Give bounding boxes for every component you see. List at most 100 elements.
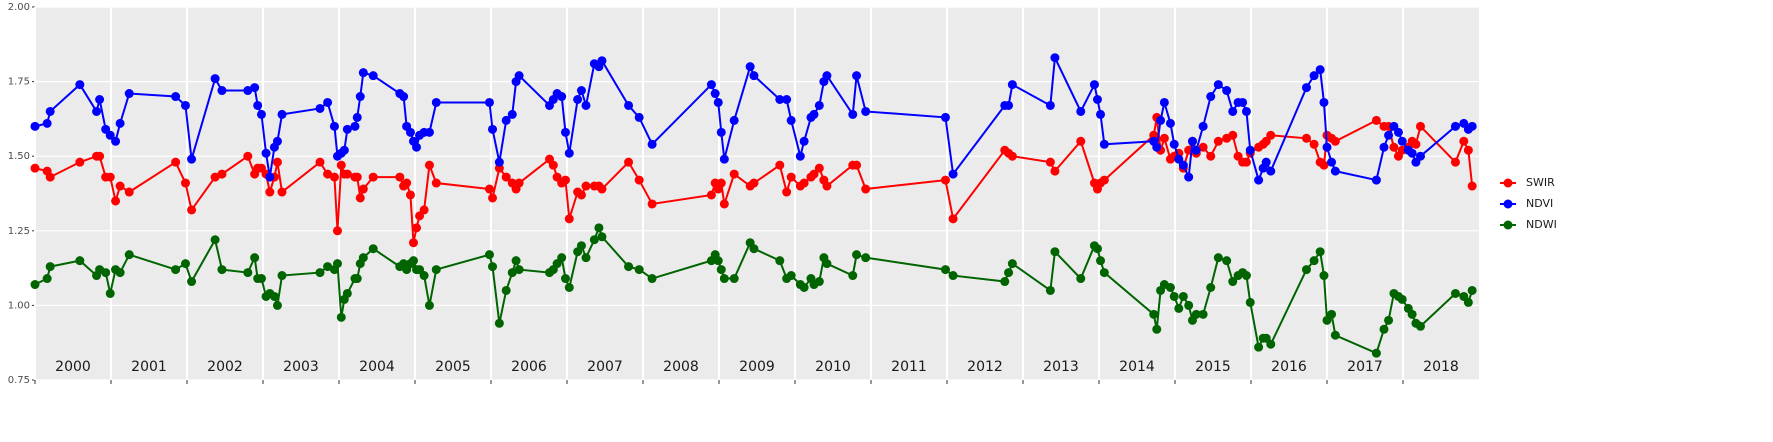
data-point [1415, 151, 1425, 161]
data-point [1330, 330, 1340, 340]
data-point [1389, 142, 1399, 152]
data-point [277, 271, 287, 281]
data-point [1149, 309, 1159, 319]
data-point [419, 271, 429, 281]
data-point [1206, 282, 1216, 292]
data-point [507, 268, 517, 278]
data-point [557, 253, 567, 263]
data-point [1254, 342, 1264, 352]
data-point [412, 142, 422, 152]
data-point [272, 300, 282, 310]
data-point [511, 256, 521, 266]
data-point [342, 288, 352, 298]
data-point [350, 121, 360, 131]
data-point [786, 115, 796, 125]
data-point [1076, 136, 1086, 146]
data-point [716, 265, 726, 275]
data-point [809, 169, 819, 179]
data-point [1261, 157, 1271, 167]
data-point [848, 271, 858, 281]
data-point [115, 118, 125, 128]
data-point [1213, 80, 1223, 90]
data-point [1169, 139, 1179, 149]
data-point [368, 71, 378, 81]
x-tick-label: 2010 [815, 359, 851, 375]
data-point [494, 318, 504, 328]
data-point [1411, 139, 1421, 149]
data-point [624, 157, 634, 167]
data-point [1178, 291, 1188, 301]
data-point [1076, 106, 1086, 116]
data-point [243, 151, 253, 161]
data-point [861, 253, 871, 263]
data-point [1045, 157, 1055, 167]
data-point [852, 250, 862, 260]
data-point [581, 253, 591, 263]
data-point [1315, 247, 1325, 257]
data-point [716, 127, 726, 137]
y-tick-label: 1.00 [8, 300, 30, 311]
data-point [1050, 247, 1060, 257]
data-point [217, 86, 227, 96]
x-tick-label: 2017 [1347, 359, 1383, 375]
data-point [494, 157, 504, 167]
data-point [332, 226, 342, 236]
data-point [1371, 348, 1381, 358]
data-point [1076, 274, 1086, 284]
data-point [484, 250, 494, 260]
x-tick-label: 2011 [891, 359, 927, 375]
data-point [105, 130, 115, 140]
data-point [1099, 175, 1109, 185]
data-point [576, 86, 586, 96]
data-point [1004, 268, 1014, 278]
data-point [269, 291, 279, 301]
panel [35, 7, 1479, 380]
data-point [1004, 100, 1014, 110]
data-point [1309, 71, 1319, 81]
y-tick-label: 1.75 [8, 77, 30, 88]
data-point [171, 92, 181, 102]
data-point [355, 92, 365, 102]
x-tick-label: 2015 [1195, 359, 1231, 375]
data-point [431, 265, 441, 275]
data-point [729, 274, 739, 284]
data-point [1407, 148, 1417, 158]
data-point [1206, 92, 1216, 102]
data-point [243, 86, 253, 96]
data-point [647, 274, 657, 284]
data-point [402, 178, 412, 188]
data-point [1266, 166, 1276, 176]
data-point [581, 181, 591, 191]
data-point [75, 157, 85, 167]
data-point [355, 193, 365, 203]
data-point [171, 265, 181, 275]
data-point [940, 112, 950, 122]
data-point [560, 175, 570, 185]
data-point [1045, 285, 1055, 295]
data-point [589, 235, 599, 245]
data-point [729, 169, 739, 179]
data-point [1198, 142, 1208, 152]
data-point [799, 136, 809, 146]
data-point [1330, 166, 1340, 176]
data-point [749, 178, 759, 188]
data-point [706, 190, 716, 200]
x-tick-label: 2014 [1119, 359, 1155, 375]
data-point [1327, 309, 1337, 319]
data-point [358, 184, 368, 194]
data-point [95, 151, 105, 161]
data-point [342, 124, 352, 134]
x-tick-label: 2009 [739, 359, 775, 375]
data-point [1213, 253, 1223, 263]
data-point [1319, 97, 1329, 107]
data-point [1319, 160, 1329, 170]
data-point [775, 95, 785, 105]
data-point [412, 223, 422, 233]
data-point [1178, 160, 1188, 170]
data-point [30, 121, 40, 131]
data-point [488, 124, 498, 134]
data-point [624, 262, 634, 272]
data-point [329, 172, 339, 182]
data-point [548, 160, 558, 170]
data-point [368, 244, 378, 254]
